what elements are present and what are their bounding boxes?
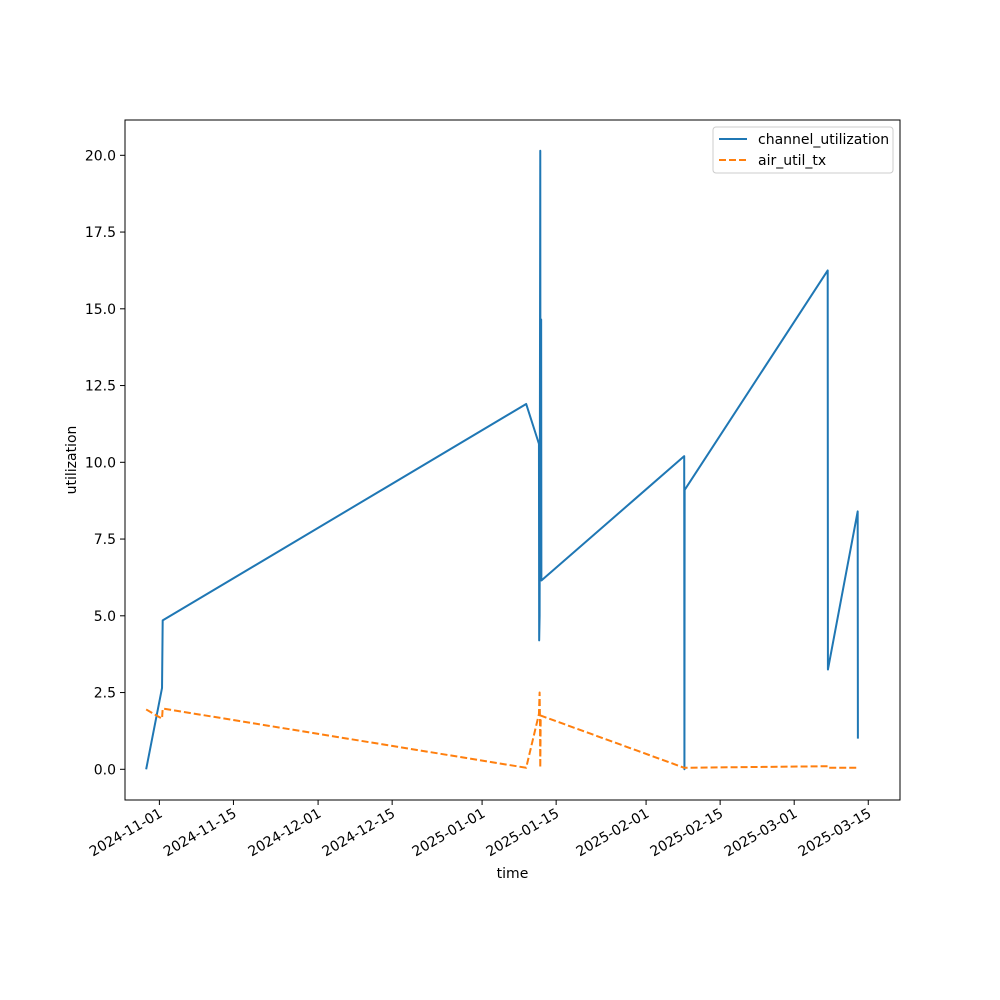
legend-label-air-util-tx: air_util_tx	[758, 153, 826, 169]
y-tick-label: 10.0	[85, 455, 116, 471]
y-tick-label: 12.5	[85, 379, 116, 395]
series-line-air-util-tx	[145, 691, 858, 769]
legend: channel_utilization air_util_tx	[712, 126, 894, 174]
y-tick-label: 5.0	[94, 609, 116, 625]
series-layer	[145, 149, 859, 771]
series-line-channel-utilization	[145, 149, 859, 771]
y-axis-label: utilization	[64, 426, 80, 495]
y-tick-label: 17.5	[85, 225, 116, 241]
y-tick-label: 2.5	[94, 686, 116, 702]
y-axis: 0.0 2.5 5.0 7.5 10.0 12.5 15.0 17.5 20.0	[85, 148, 125, 778]
y-tick-label: 0.0	[94, 762, 116, 778]
legend-box	[712, 126, 894, 174]
plot-frame	[124, 119, 901, 801]
y-tick-label: 15.0	[85, 302, 116, 318]
y-tick-label: 7.5	[94, 532, 116, 548]
legend-label-channel-utilization: channel_utilization	[758, 132, 889, 148]
y-tick-label: 20.0	[85, 148, 116, 164]
x-axis-label: time	[497, 866, 529, 882]
